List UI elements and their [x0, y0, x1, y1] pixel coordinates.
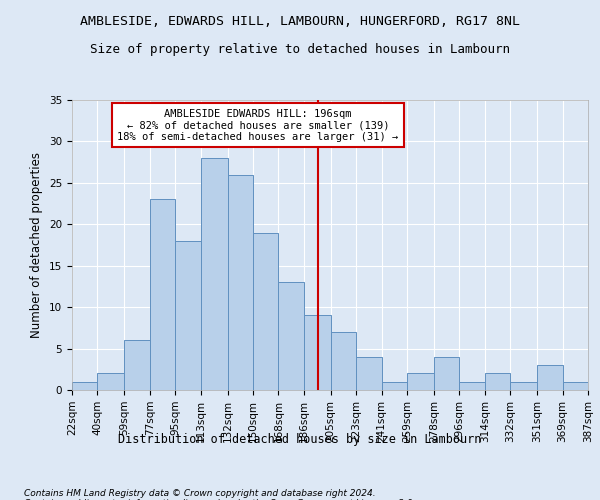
Bar — [407, 374, 434, 390]
Bar — [124, 340, 150, 390]
Bar — [253, 232, 278, 390]
Bar — [356, 357, 382, 390]
Bar — [434, 357, 460, 390]
Bar — [97, 374, 124, 390]
Bar — [200, 158, 227, 390]
Text: Contains public sector information licensed under the Open Government Licence v3: Contains public sector information licen… — [24, 498, 415, 500]
Bar — [510, 382, 537, 390]
Bar — [304, 316, 331, 390]
Text: Size of property relative to detached houses in Lambourn: Size of property relative to detached ho… — [90, 42, 510, 56]
Bar — [563, 382, 588, 390]
Bar — [278, 282, 304, 390]
Bar — [150, 200, 175, 390]
Text: AMBLESIDE EDWARDS HILL: 196sqm
← 82% of detached houses are smaller (139)
18% of: AMBLESIDE EDWARDS HILL: 196sqm ← 82% of … — [117, 108, 398, 142]
Bar — [460, 382, 485, 390]
Y-axis label: Number of detached properties: Number of detached properties — [31, 152, 43, 338]
Bar — [72, 382, 97, 390]
Bar — [331, 332, 356, 390]
Bar — [382, 382, 407, 390]
Bar — [175, 241, 200, 390]
Bar — [537, 365, 563, 390]
Bar — [485, 374, 510, 390]
Text: Contains HM Land Registry data © Crown copyright and database right 2024.: Contains HM Land Registry data © Crown c… — [24, 488, 376, 498]
Text: Distribution of detached houses by size in Lambourn: Distribution of detached houses by size … — [118, 432, 482, 446]
Text: AMBLESIDE, EDWARDS HILL, LAMBOURN, HUNGERFORD, RG17 8NL: AMBLESIDE, EDWARDS HILL, LAMBOURN, HUNGE… — [80, 15, 520, 28]
Bar — [227, 174, 253, 390]
